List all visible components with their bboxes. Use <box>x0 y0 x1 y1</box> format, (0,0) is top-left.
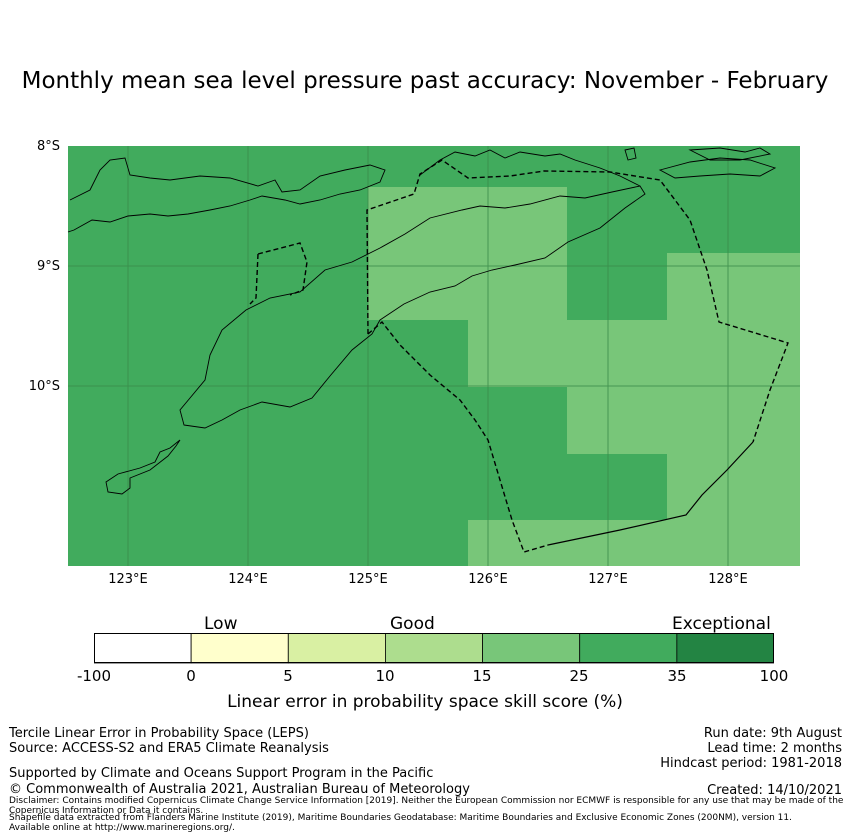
run-date-text: Run date: 9th August <box>703 726 842 741</box>
lon-label-128e: 128°E <box>708 572 748 587</box>
lon-label-124e: 124°E <box>228 572 268 587</box>
colorbar-tick: -100 <box>76 667 112 685</box>
colorbar-swatch <box>287 633 386 664</box>
skill-field-lighter-cells <box>368 187 800 566</box>
lead-time-text: Lead time: 2 months <box>707 741 842 756</box>
coastlines <box>67 147 777 495</box>
colorbar-tick: 15 <box>472 667 492 685</box>
hindcast-text: Hindcast period: 1981-2018 <box>660 756 842 771</box>
eez-boundary <box>249 159 789 553</box>
colorbar-title: Linear error in probability space skill … <box>227 692 623 712</box>
created-text: Created: 14/10/2021 <box>707 783 842 798</box>
lon-label-123e: 123°E <box>108 572 148 587</box>
coastline-timor-main <box>179 185 646 429</box>
colorbar-tick: 100 <box>759 667 789 685</box>
lon-label-127e: 127°E <box>588 572 628 587</box>
lon-label-125e: 125°E <box>348 572 388 587</box>
coastline-wetar <box>419 149 641 187</box>
colorbar-label-low: Low <box>204 614 238 634</box>
support-text: Supported by Climate and Oceans Support … <box>9 766 434 781</box>
coastline-small-island-2 <box>658 157 777 179</box>
map-title: Monthly mean sea level pressure past acc… <box>21 68 829 94</box>
source-text: Source: ACCESS-S2 and ERA5 Climate Reana… <box>9 741 329 756</box>
colorbar-swatch <box>579 633 678 664</box>
coastline-northwest-islands <box>67 157 386 233</box>
colorbar-tick: 0 <box>186 667 196 685</box>
colorbar <box>94 633 774 664</box>
coastline-small-island-1 <box>624 147 637 161</box>
lat-label-9s: 9°S <box>36 259 60 274</box>
colorbar-tick: 35 <box>667 667 687 685</box>
copyright-text: © Commonwealth of Australia 2021, Austra… <box>9 782 470 797</box>
shapefile-text: Shapefile data extracted from Flanders M… <box>9 813 792 833</box>
colorbar-tick: 25 <box>569 667 589 685</box>
colorbar-tick: 5 <box>283 667 293 685</box>
lon-label-126e: 126°E <box>468 572 508 587</box>
map-gridlines <box>68 146 800 566</box>
colorbar-tick: 10 <box>375 667 395 685</box>
coastline-small-island-3 <box>688 147 772 161</box>
disclaimer-text: Disclaimer: Contains modified Copernicus… <box>9 796 844 816</box>
colorbar-swatch <box>190 633 289 664</box>
eez-boundary-solid <box>547 441 754 546</box>
coastline-timor <box>105 439 181 495</box>
colorbar-swatch <box>385 633 483 664</box>
method-text: Tercile Linear Error in Probability Spac… <box>9 726 309 741</box>
colorbar-label-good: Good <box>390 614 435 634</box>
colorbar-swatch <box>676 633 774 664</box>
colorbar-swatch <box>94 633 192 664</box>
colorbar-label-exceptional: Exceptional <box>672 614 771 634</box>
lat-label-8s: 8°S <box>36 139 60 154</box>
colorbar-swatch <box>482 633 581 664</box>
lat-label-10s: 10°S <box>28 379 60 394</box>
